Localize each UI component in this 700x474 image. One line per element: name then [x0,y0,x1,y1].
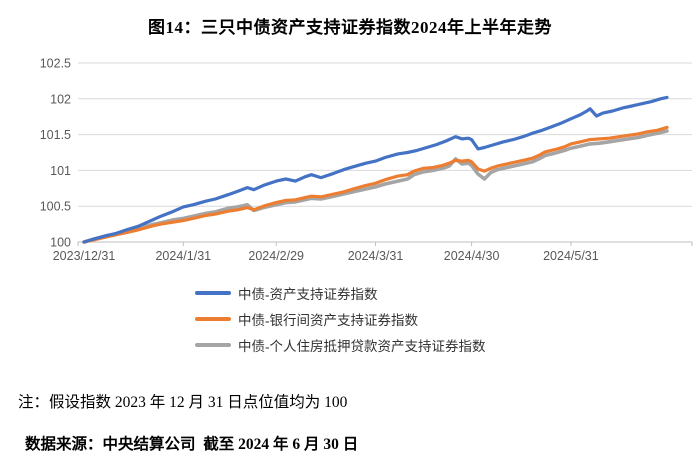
svg-text:100: 100 [50,236,71,250]
svg-text:2024/4/30: 2024/4/30 [444,249,500,263]
line-chart: 100 100.5 101 101.5 102 102.5 2023/12/31 2024/1… [40,57,693,263]
svg-text:100.5: 100.5 [40,200,71,214]
svg-text:2024/2/29: 2024/2/29 [248,249,304,263]
legend-label: 中债-银行间资产支持证券指数 [238,313,418,328]
svg-text:2024/3/31: 2024/3/31 [348,249,404,263]
svg-text:2023/12/31: 2023/12/31 [53,249,116,263]
svg-text:2024/1/31: 2024/1/31 [155,249,211,263]
svg-text:102: 102 [50,92,71,106]
legend-item-rmbs-index: 中债-个人住房抵押贷款资产支持证券指数 [195,332,486,358]
legend-line-blue-icon [195,291,231,295]
svg-text:102.5: 102.5 [40,57,71,71]
svg-text:101: 101 [50,164,71,178]
footnote: 注：假设指数 2023 年 12 月 31 日点位值均为 100 [18,394,348,411]
legend-item-interbank-abs-index: 中债-银行间资产支持证券指数 [195,306,486,332]
legend-label: 中债-个人住房抵押贷款资产支持证券指数 [238,339,486,354]
legend-label: 中债-资产支持证券指数 [238,287,378,302]
chart-canvas: 100 100.5 101 101.5 102 102.5 2023/12/31 2024/1… [40,57,693,263]
svg-text:2024/5/31: 2024/5/31 [543,249,599,263]
legend-line-orange-icon [195,317,231,321]
chart-title: 图14：三只中债资产支持证券指数2024年上半年走势 [148,18,552,37]
chart-legend: 中债-资产支持证券指数 中债-银行间资产支持证券指数 中债-个人住房抵押贷款资产… [195,280,486,358]
legend-line-gray-icon [195,343,231,347]
data-source: 数据来源：中央结算公司 截至 2024 年 6 月 30 日 [25,436,359,453]
legend-item-abs-index: 中债-资产支持证券指数 [195,280,486,306]
svg-text:101.5: 101.5 [40,128,71,142]
